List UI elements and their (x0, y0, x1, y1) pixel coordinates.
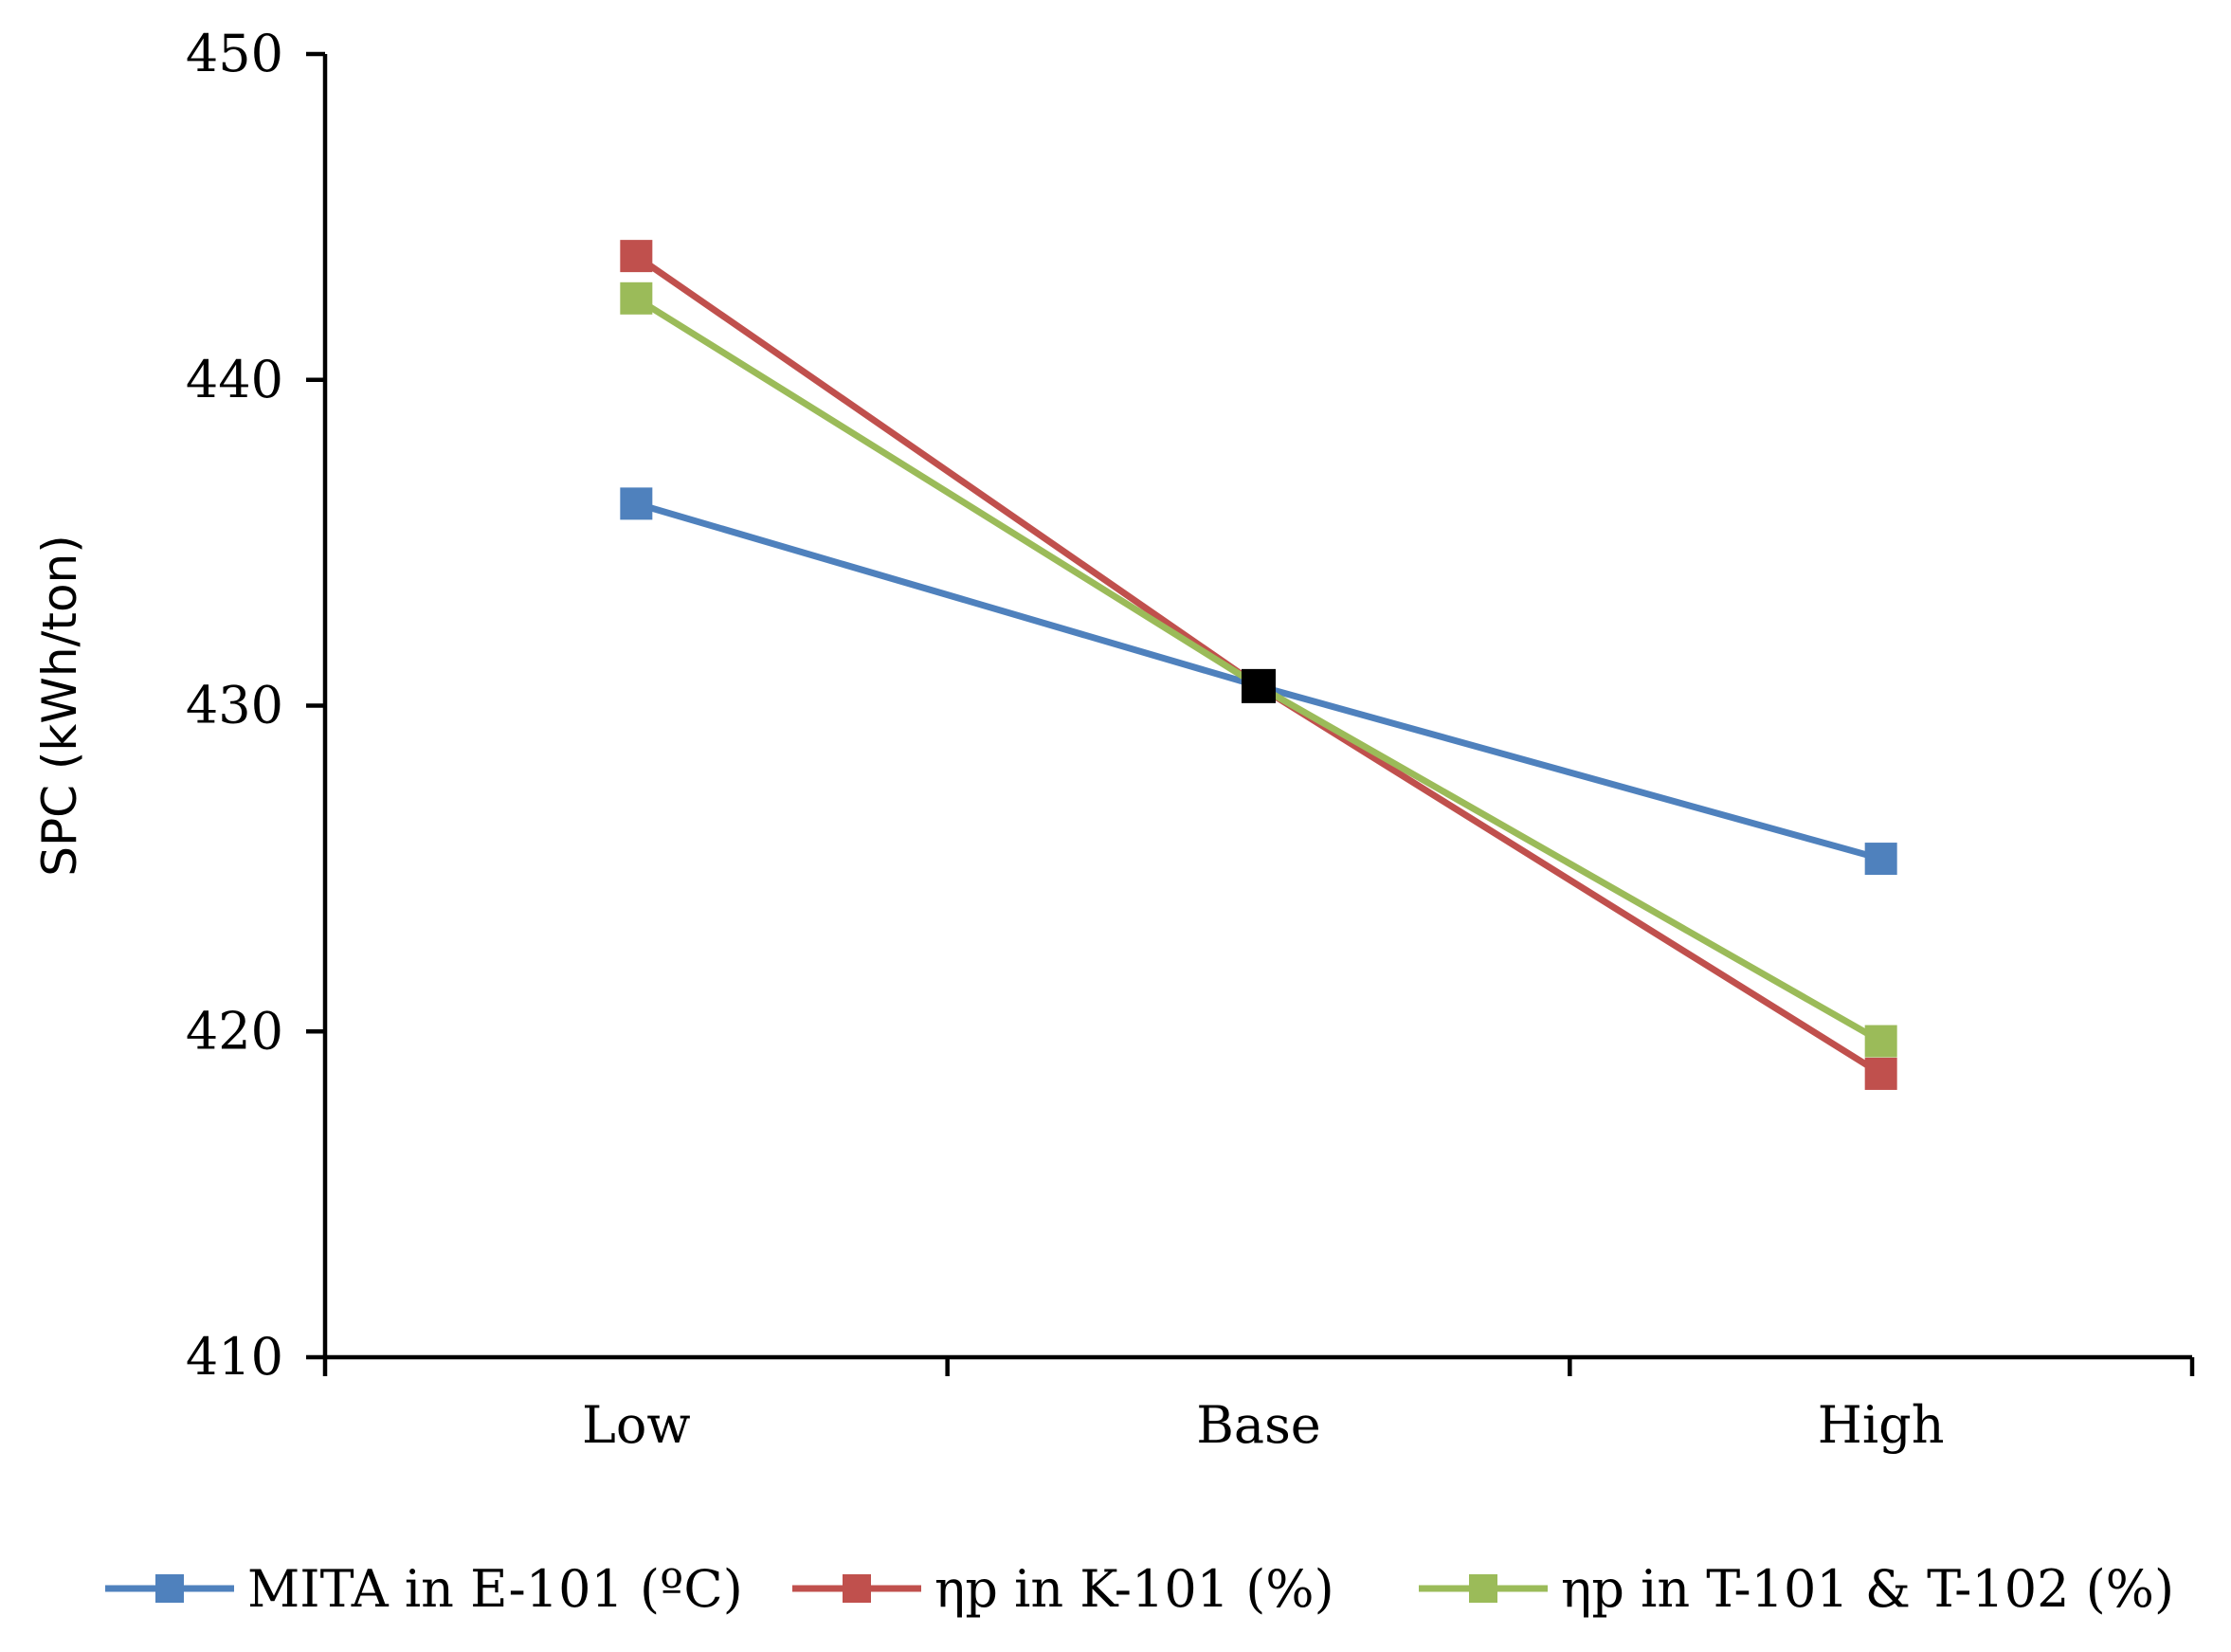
legend-label-1: MITA in E-101 (ºC) (247, 1559, 743, 1619)
y-axis-label: SPC (kWh/ton) (32, 535, 87, 877)
data-point-series-3 (1864, 1025, 1897, 1058)
series-line-2 (634, 253, 1883, 1077)
axes-layer (306, 51, 2195, 1376)
y-tick-label: 450 (186, 24, 283, 83)
data-point-series-2 (1864, 1057, 1897, 1090)
data-point-series-3 (620, 281, 653, 315)
data-point-series-1 (620, 487, 653, 520)
x-tick-label: High (1818, 1395, 1945, 1455)
base-point-marker (1242, 668, 1276, 703)
legend-label-3: ηp in T-101 & T-102 (%) (1561, 1559, 2174, 1619)
legend-marker-1 (155, 1574, 184, 1603)
x-tick-label: Low (582, 1395, 691, 1455)
data-point-series-2 (620, 240, 653, 273)
legend-marker-3 (1469, 1574, 1497, 1603)
markers-layer (620, 240, 1897, 1090)
legend-label-2: ηp in K-101 (%) (934, 1559, 1334, 1619)
labels-layer: 410 420 430 440 450 Low Base High SPC (kWh/ton) (32, 24, 1945, 1455)
legend-marker-2 (843, 1574, 871, 1603)
y-tick-label: 440 (186, 350, 283, 409)
data-point-series-1 (1864, 843, 1897, 876)
series-lines-layer (634, 253, 1883, 1077)
y-tick-label: 410 (186, 1327, 283, 1387)
y-tick-label: 430 (186, 676, 283, 735)
x-tick-label: Base (1196, 1395, 1321, 1455)
y-tick-label: 420 (186, 1001, 283, 1061)
legend: MITA in E-101 (ºC) ηp in K-101 (%) ηp in T… (105, 1559, 2174, 1619)
